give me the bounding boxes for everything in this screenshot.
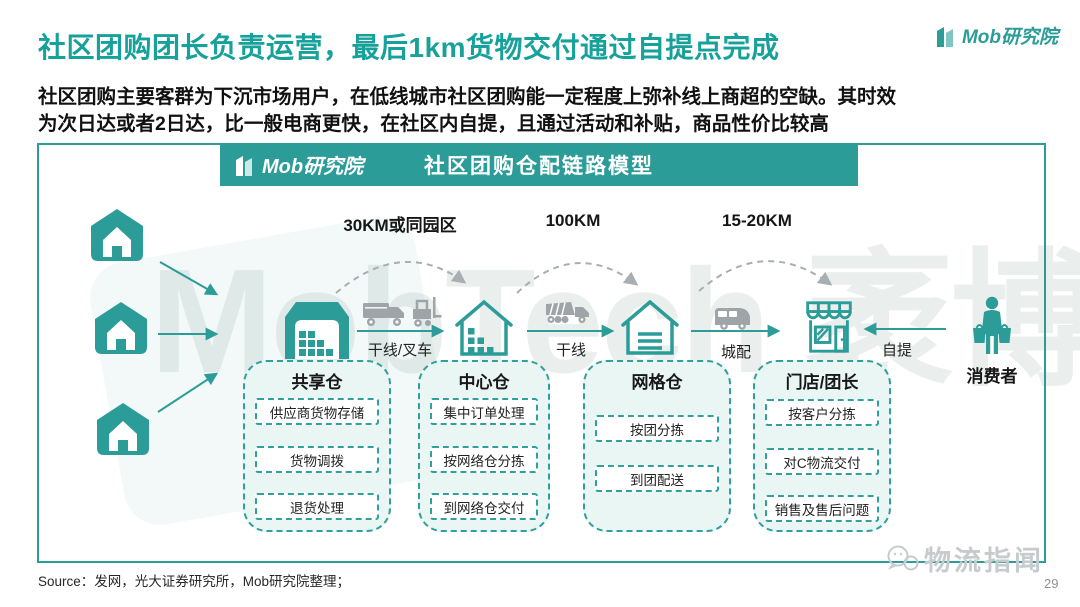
chat-bubbles-icon xyxy=(884,543,922,575)
box-store-leader: 门店/团长 按客户分拣 对C物流交付 销售及售后问题 xyxy=(753,360,891,532)
distance-label-3: 15-20KM xyxy=(722,211,792,230)
building-warehouse-icon xyxy=(455,299,513,357)
panel-title: 社区团购仓配链路模型 xyxy=(424,154,654,178)
box-grid-warehouse: 网格仓 按团分拣 到团配送 xyxy=(583,360,731,532)
warehouse-icon xyxy=(284,298,350,360)
box-central-warehouse: 中心仓 集中订单处理 按网络仓分拣 到网络仓交付 xyxy=(418,360,550,532)
box-item: 按网络仓分拣 xyxy=(430,446,538,473)
brand-logo: Mob研究院 xyxy=(935,22,1058,49)
truck-icon xyxy=(362,300,408,328)
storefront-icon xyxy=(799,299,859,355)
building-icon xyxy=(234,153,256,177)
distance-label-2: 100KM xyxy=(545,211,601,230)
box-title: 网格仓 xyxy=(631,373,683,392)
shopper-with-bags-icon xyxy=(969,296,1015,356)
link-label-trunk-forklift: 干线/叉车 xyxy=(367,342,433,359)
shelf-warehouse-icon xyxy=(621,300,679,356)
box-item: 供应商货物存储 xyxy=(255,398,379,425)
intro-line-2: 为次日达或者2日达，比一般电商更快，在社区内自提，且通过活动和补贴，商品性价比较… xyxy=(38,113,829,135)
link-label-pickup: 自提 xyxy=(881,342,913,359)
box-title: 共享仓 xyxy=(291,373,343,392)
footer-watermark: 物流指闻 xyxy=(884,539,1044,578)
box-title: 门店/团长 xyxy=(785,373,859,392)
box-item: 按团分拣 xyxy=(595,415,719,442)
home-icon xyxy=(95,402,151,456)
home-icon xyxy=(89,208,145,262)
box-item: 货物调拨 xyxy=(255,446,379,473)
brand-label: Mob研究院 xyxy=(961,27,1058,48)
forklift-icon xyxy=(410,296,442,328)
page-number: 29 xyxy=(1044,576,1059,591)
box-item: 对C物流交付 xyxy=(765,448,879,475)
intro-line-1: 社区团购主要客群为下沉市场用户，在低线城市社区团购能一定程度上弥补线上商超的空缺… xyxy=(38,86,897,108)
page-title: 社区团购团长负责运营，最后1km货物交付通过自提点完成 xyxy=(38,32,780,63)
link-label-city: 城配 xyxy=(720,344,752,361)
van-icon xyxy=(714,303,752,331)
box-shared-warehouse: 共享仓 供应商货物存储 货物调拨 退货处理 xyxy=(243,360,391,532)
box-item: 退货处理 xyxy=(255,493,379,520)
box-item: 到团配送 xyxy=(595,465,719,492)
panel-brand-logo: Mob研究院 xyxy=(234,143,363,186)
panel-brand-label: Mob研究院 xyxy=(262,156,364,178)
box-title: 中心仓 xyxy=(458,373,510,392)
link-label-trunk: 干线 xyxy=(555,342,587,359)
distance-label-1: 30KM或同园区 xyxy=(343,216,457,235)
panel-header-bar: 社区团购仓配链路模型 Mob研究院 xyxy=(220,143,858,186)
box-item: 按客户分拣 xyxy=(765,399,879,426)
box-item: 集中订单处理 xyxy=(430,398,538,425)
box-item: 到网络仓交付 xyxy=(430,493,538,520)
source-note: Source：发网，光大证券研究所，Mob研究院整理； xyxy=(38,574,351,589)
home-icon xyxy=(93,301,149,355)
footer-watermark-text: 物流指闻 xyxy=(924,546,1044,576)
consumer-label: 消费者 xyxy=(966,367,1018,386)
dump-truck-icon xyxy=(544,299,592,325)
box-item: 销售及售后问题 xyxy=(765,495,879,522)
building-icon xyxy=(935,24,957,48)
intro-text: 社区团购主要客群为下沉市场用户，在低线城市社区团购能一定程度上弥补线上商超的空缺… xyxy=(38,84,1050,138)
